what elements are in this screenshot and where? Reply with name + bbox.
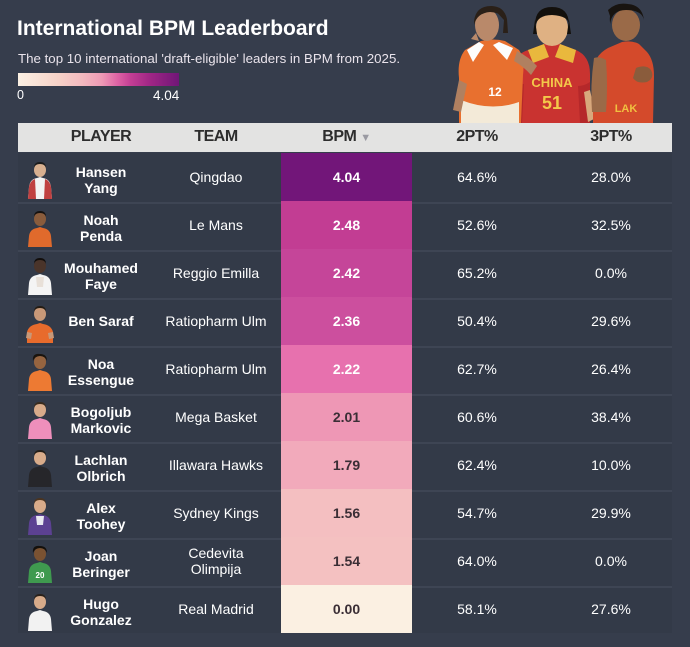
svg-text:CHINA: CHINA [531,75,573,90]
svg-text:51: 51 [542,93,562,113]
svg-text:12: 12 [488,85,502,99]
svg-text:LAK: LAK [615,103,638,115]
svg-text:20: 20 [36,571,45,580]
